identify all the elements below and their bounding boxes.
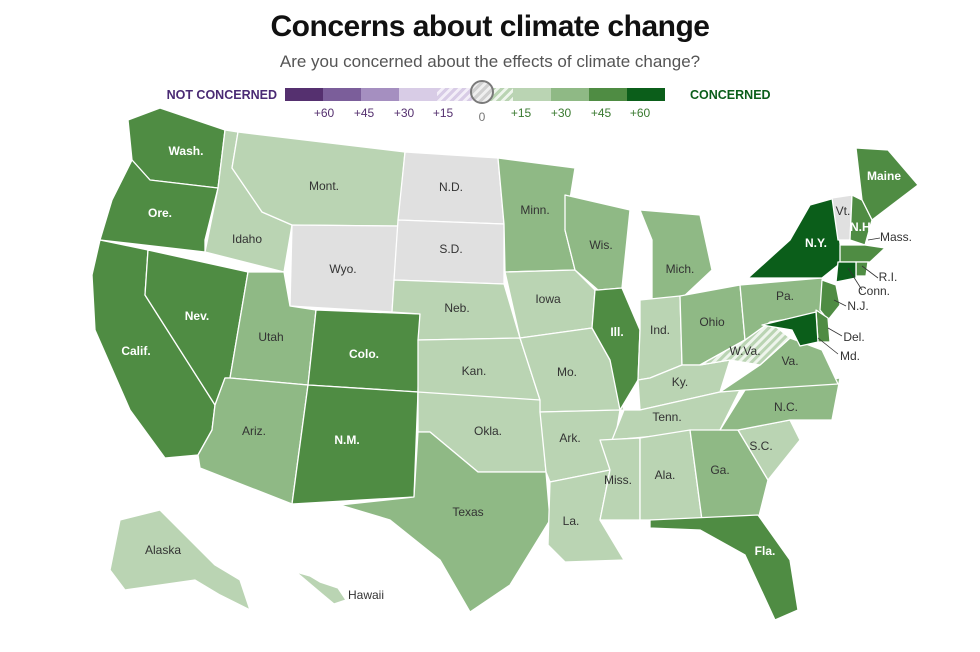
state-label-wi: Wis. (589, 238, 612, 252)
legend-tick-concerned-60: +60 (629, 106, 651, 120)
state-me (855, 147, 919, 221)
legend-color-bar (285, 88, 665, 101)
leader-line-mass (867, 237, 881, 241)
legend-swatch-not-30 (361, 88, 399, 101)
state-hi (295, 571, 347, 605)
legend-swatch-neutral-neg (437, 88, 475, 101)
state-label-vt: Vt. (836, 204, 851, 218)
leader-line-md (817, 337, 839, 355)
state-label-ks: Kan. (462, 364, 487, 378)
leader-line-ri (861, 265, 879, 279)
state-label-ia: Iowa (535, 292, 561, 306)
state-label-mi: Mich. (666, 262, 695, 276)
legend-swatch-not-15 (399, 88, 437, 101)
state-label-me: Maine (867, 169, 901, 183)
leader-line-del (827, 327, 843, 337)
legend-tick-not-15: +15 (432, 106, 454, 120)
legend-not-concerned-label: NOT CONCERNED (166, 88, 277, 102)
state-label-ri: R.I. (879, 270, 898, 284)
state-label-ut: Utah (258, 330, 283, 344)
state-label-or: Ore. (148, 206, 172, 220)
legend-tick-concerned-45: +45 (590, 106, 612, 120)
state-label-ny: N.Y. (805, 236, 827, 250)
state-label-co: Colo. (349, 347, 379, 361)
state-md (761, 311, 819, 347)
state-label-id: Idaho (232, 232, 262, 246)
legend-tick-not-30: +30 (393, 106, 415, 120)
legend-swatch-concerned-30 (551, 88, 589, 101)
state-label-mt: Mont. (309, 179, 339, 193)
state-il (591, 287, 641, 411)
legend-swatch-concerned-15 (513, 88, 551, 101)
leader-line-conn (847, 267, 863, 291)
state-label-tn: Tenn. (652, 410, 681, 424)
state-label-nc: N.C. (774, 400, 798, 414)
state-label-ct: Conn. (858, 284, 890, 298)
state-label-sc: S.C. (749, 439, 772, 453)
state-label-nm: N.M. (334, 433, 359, 447)
state-ny (747, 197, 843, 279)
legend-neutral-marker (470, 80, 494, 104)
state-label-tx: Texas (452, 505, 483, 519)
state-label-ar: Ark. (559, 431, 580, 445)
legend-swatch-concerned-45 (589, 88, 627, 101)
state-label-ne: Neb. (444, 301, 469, 315)
state-or (99, 159, 219, 253)
state-ct (835, 261, 857, 283)
state-ma (839, 244, 886, 263)
state-label-nd: N.D. (439, 180, 463, 194)
state-mi (639, 209, 713, 301)
state-label-md: Md. (840, 349, 860, 363)
legend-tick-not-60: +60 (313, 106, 335, 120)
state-label-ok: Okla. (474, 424, 502, 438)
state-label-mo: Mo. (557, 365, 577, 379)
legend-tick-zero: 0 (478, 110, 486, 124)
state-label-ga: Ga. (710, 463, 729, 477)
state-ms (599, 437, 641, 521)
state-nj (819, 279, 841, 321)
legend-swatch-not-45 (323, 88, 361, 101)
state-label-az: Ariz. (242, 424, 266, 438)
legend-tick-concerned-30: +30 (550, 106, 572, 120)
state-label-wv: W.Va. (729, 344, 760, 358)
state-label-wa: Wash. (169, 144, 204, 158)
state-label-oh: Ohio (699, 315, 725, 329)
state-nh (849, 194, 873, 246)
state-label-pa: Pa. (776, 289, 794, 303)
state-label-ky: Ky. (672, 375, 688, 389)
legend-swatch-not-60 (285, 88, 323, 101)
state-label-de: Del. (843, 330, 864, 344)
state-label-nv: Nev. (185, 309, 209, 323)
state-fl (649, 514, 799, 621)
state-label-la: La. (563, 514, 580, 528)
state-label-nj: N.J. (847, 299, 868, 313)
legend-tick-concerned-15: +15 (510, 106, 532, 120)
legend-tick-not-45: +45 (353, 106, 375, 120)
state-label-sd: S.D. (439, 242, 462, 256)
state-label-mn: Minn. (520, 203, 549, 217)
state-label-ma: Mass. (880, 230, 912, 244)
state-label-va: Va. (781, 354, 798, 368)
state-label-wy: Wyo. (329, 262, 356, 276)
state-label-al: Ala. (655, 468, 676, 482)
legend-concerned-label: CONCERNED (690, 88, 771, 102)
state-label-ms: Miss. (604, 473, 632, 487)
state-label-il: Ill. (610, 325, 623, 339)
state-label-ak: Alaska (145, 543, 181, 557)
state-label-fl: Fla. (755, 544, 776, 558)
state-label-nh: N.H. (850, 220, 874, 234)
state-label-ca: Calif. (121, 344, 150, 358)
map-subtitle: Are you concerned about the effects of c… (279, 52, 701, 71)
state-tx (339, 431, 551, 613)
state-label-in: Ind. (650, 323, 670, 337)
leader-line-nj (833, 299, 847, 307)
legend-swatch-concerned-60 (627, 88, 665, 101)
map-title: Concerns about climate change (270, 10, 710, 43)
state-ak (109, 509, 251, 611)
state-label-hi: Hawaii (348, 588, 384, 602)
